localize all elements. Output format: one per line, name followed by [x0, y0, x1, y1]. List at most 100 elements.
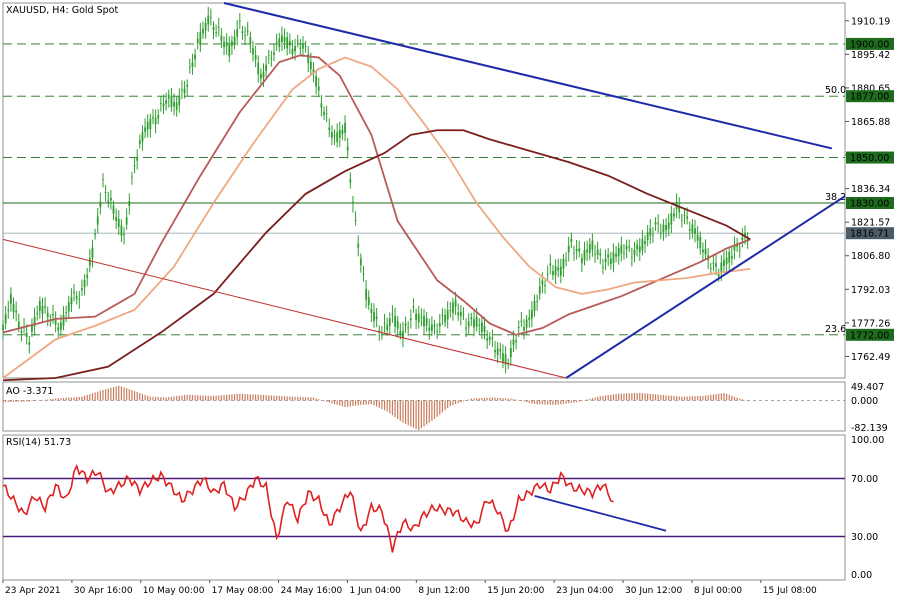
candle-body	[191, 62, 194, 67]
candle-body	[241, 31, 244, 34]
candle-body	[362, 273, 365, 275]
candle-body	[715, 263, 717, 267]
candle-body	[725, 257, 728, 264]
candle-body	[654, 222, 657, 225]
candle-body	[552, 271, 554, 276]
candle-body	[580, 258, 583, 264]
candle-body	[486, 338, 489, 341]
candle-body	[530, 309, 533, 319]
candle-body	[609, 258, 612, 264]
rsi-tick-label: 70.00	[851, 474, 878, 485]
candle-body	[354, 220, 357, 221]
candle-body	[341, 129, 344, 135]
candle-body	[41, 306, 44, 314]
candle-body	[699, 237, 702, 249]
level-label: 1900.00	[850, 39, 889, 50]
candle-body	[602, 267, 604, 269]
candle-body	[162, 103, 165, 107]
candle-body	[67, 302, 70, 312]
candle-body	[2, 324, 4, 331]
candle-body	[196, 39, 199, 44]
candle-body	[636, 244, 639, 250]
price-tick-label: 1762.49	[851, 352, 890, 363]
ao-tick-label: 0.000	[851, 396, 878, 407]
candle-body	[59, 322, 62, 330]
candle-body	[370, 308, 373, 313]
rsi-panel-frame	[2, 434, 846, 581]
candle-body	[652, 234, 654, 236]
rsi-line	[2, 463, 614, 553]
candle-body	[220, 35, 223, 42]
candle-body	[317, 86, 320, 91]
candle-body	[325, 113, 328, 115]
candle-body	[209, 17, 212, 19]
candle-body	[586, 249, 589, 253]
ao-tick-label: 49.407	[851, 382, 884, 393]
candle-body	[438, 322, 441, 327]
candle-body	[159, 103, 162, 104]
candle-body	[381, 333, 383, 335]
candle-body	[175, 102, 178, 110]
candle-body	[44, 305, 46, 308]
candle-body	[670, 213, 673, 225]
price-tick-label: 1895.42	[851, 50, 890, 61]
candle-body	[357, 243, 360, 248]
candle-body	[99, 201, 102, 208]
candle-body	[496, 348, 499, 355]
candle-body	[488, 336, 491, 340]
candle-body	[267, 55, 270, 57]
trend-line	[565, 195, 846, 379]
candle-body	[617, 247, 620, 257]
x-tick-label: 17 May 08:00	[212, 586, 274, 596]
candle-body	[165, 100, 168, 105]
candle-body	[12, 303, 15, 313]
candle-body	[365, 289, 368, 300]
candle-body	[88, 258, 91, 266]
candle-body	[702, 249, 704, 253]
candle-body	[359, 258, 362, 266]
candle-body	[291, 49, 294, 55]
x-tick-label: 30 Apr 16:00	[74, 586, 133, 596]
candle-body	[107, 200, 110, 203]
x-tick-label: 23 Jun 04:00	[556, 586, 613, 596]
candle-body	[680, 219, 683, 221]
candle-body	[238, 20, 241, 22]
candle-body	[659, 232, 662, 234]
candle-body	[383, 322, 386, 324]
candle-body	[315, 76, 318, 87]
candle-body	[312, 69, 315, 74]
candle-body	[696, 234, 699, 241]
candle-body	[502, 353, 504, 362]
candle-body	[25, 333, 28, 337]
price-panel: 1910.191895.421880.651865.881851.111836.…	[2, 2, 894, 382]
candle-body	[367, 297, 370, 306]
candle-body	[673, 213, 675, 217]
candle-body	[115, 216, 118, 221]
candle-body	[646, 232, 649, 240]
candle-body	[154, 118, 157, 125]
candle-body	[396, 320, 399, 329]
candle-body	[183, 88, 186, 94]
price-tick-label: 1910.19	[851, 16, 890, 27]
candle-body	[494, 349, 496, 353]
candle-body	[275, 41, 278, 42]
x-tick-label: 24 May 16:00	[281, 586, 343, 596]
price-tick-label: 1880.65	[851, 83, 890, 94]
candle-body	[662, 224, 665, 233]
moving-average-line	[2, 54, 751, 336]
price-tick-label: 1806.80	[851, 251, 890, 262]
candle-body	[194, 54, 196, 60]
candle-body	[386, 324, 389, 330]
candle-body	[428, 327, 431, 331]
candle-body	[573, 252, 575, 254]
candle-body	[304, 46, 307, 47]
candle-body	[133, 165, 136, 167]
candle-body	[717, 274, 720, 277]
candle-body	[452, 302, 454, 313]
candle-body	[28, 342, 31, 345]
candle-body	[281, 35, 283, 43]
trend-line	[2, 238, 567, 379]
candle-body	[178, 95, 181, 106]
candle-body	[744, 232, 746, 238]
